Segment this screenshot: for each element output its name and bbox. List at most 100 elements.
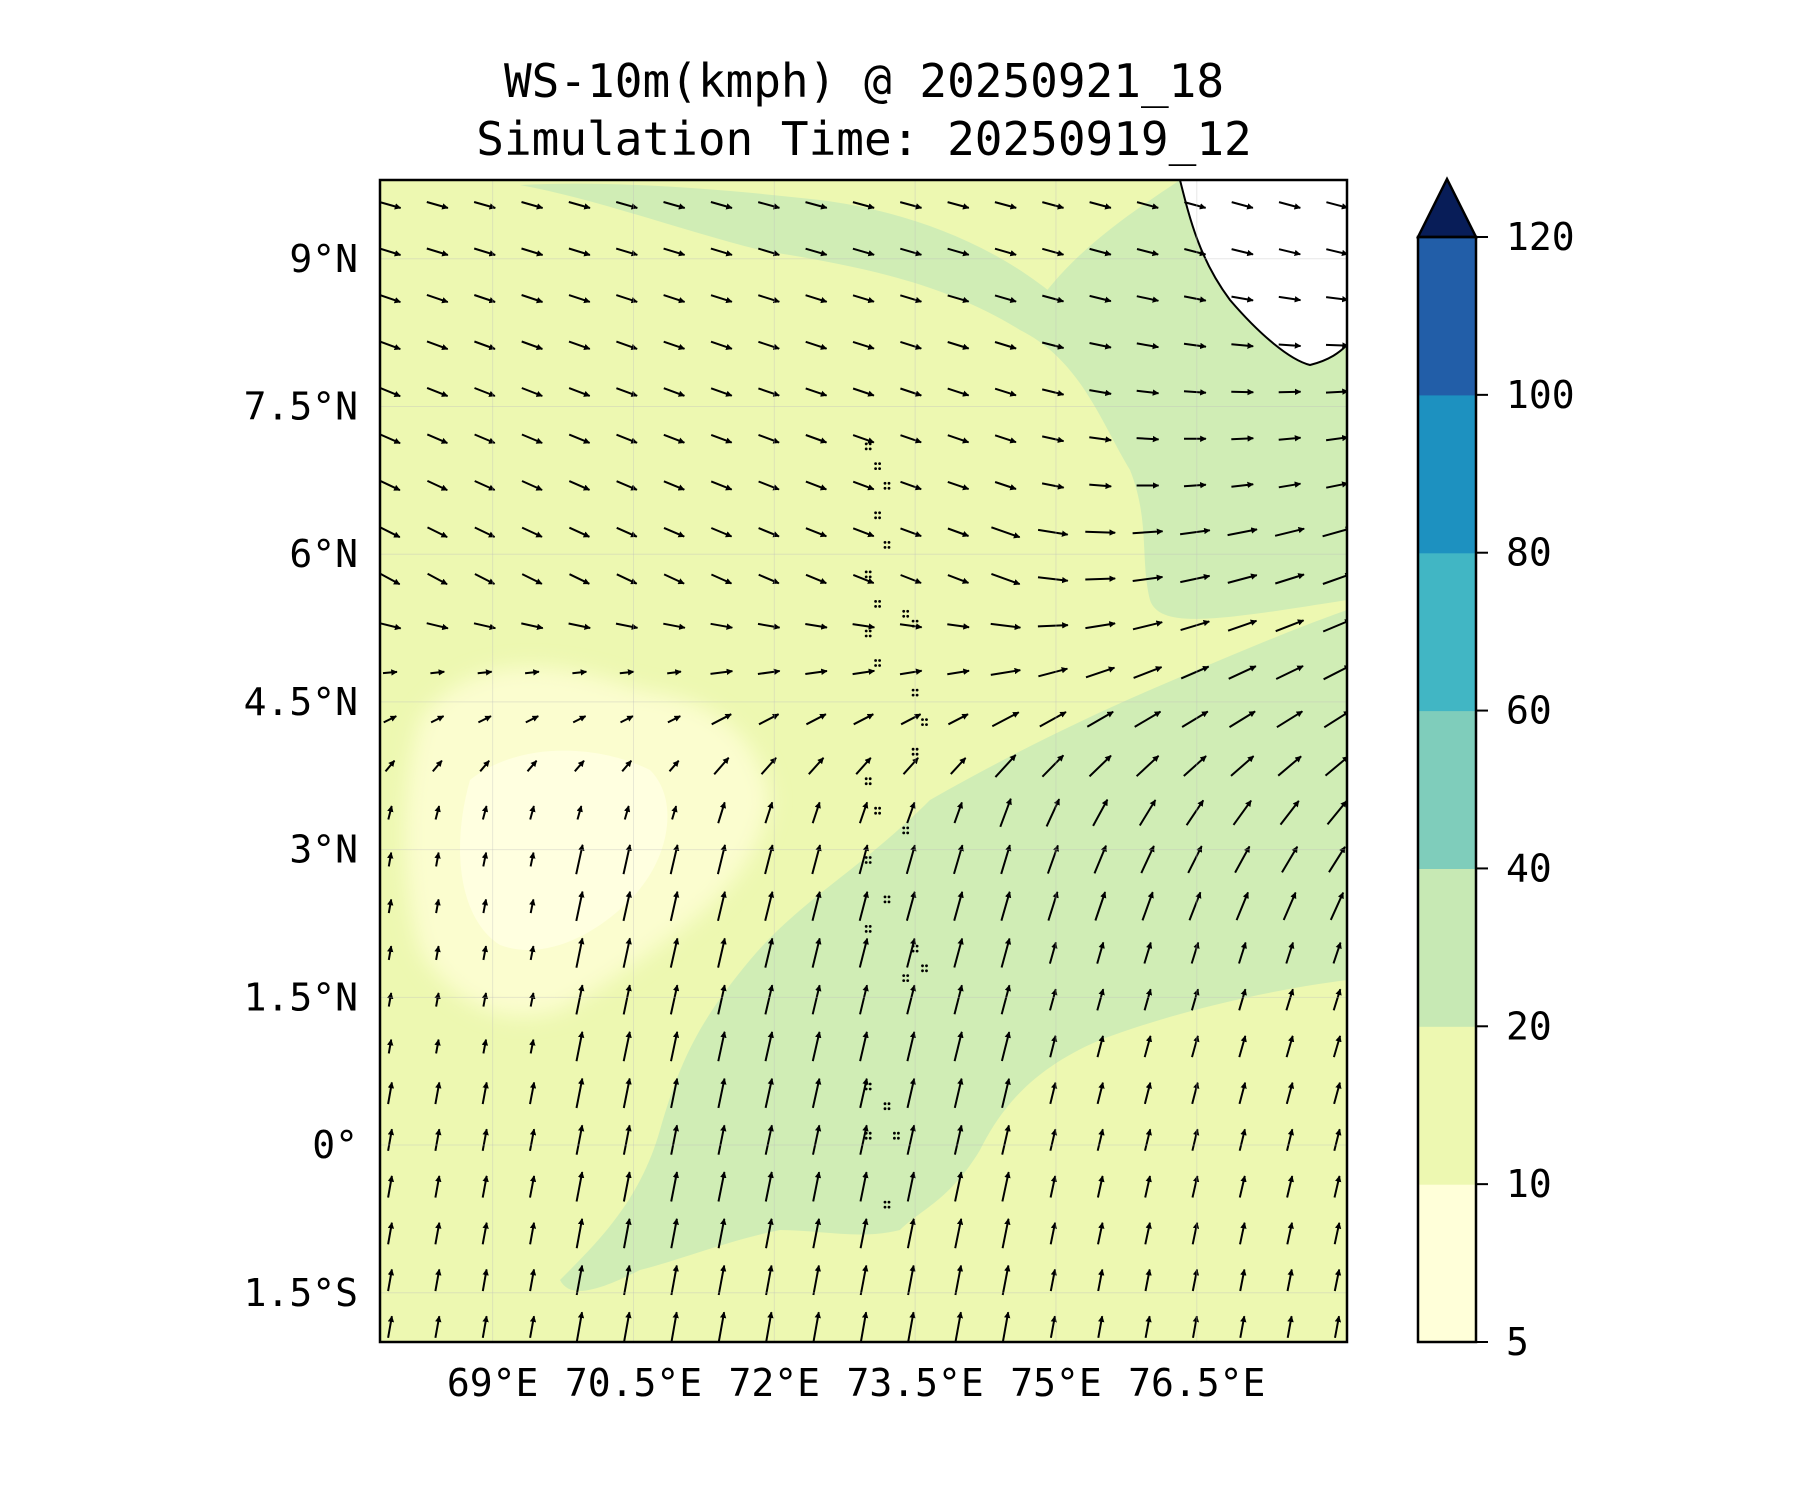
- atoll-dot: [911, 688, 915, 692]
- atoll-dot: [864, 861, 868, 864]
- atoll-dot: [883, 900, 887, 904]
- wind-arrow: [1094, 891, 1107, 921]
- wind-arrow: [670, 1077, 680, 1109]
- wind-arrow: [905, 844, 917, 875]
- wind-arrow: [717, 1264, 727, 1296]
- wind-arrow: [575, 1171, 585, 1202]
- colorbar-segment: [1418, 1026, 1476, 1185]
- wind-arrow: [852, 668, 876, 676]
- wind-arrow: [387, 1222, 395, 1245]
- wind-arrow: [663, 340, 686, 350]
- atoll-dot: [868, 1136, 872, 1140]
- atoll-dot: [883, 486, 887, 490]
- atoll-dot: [868, 1082, 872, 1086]
- wind-arrow: [1238, 1035, 1247, 1058]
- atoll-dot: [921, 718, 924, 721]
- wind-arrow: [434, 851, 441, 867]
- atoll-dot: [925, 969, 928, 973]
- wind-arrow: [434, 898, 441, 914]
- wind-arrow: [902, 757, 919, 775]
- wind-arrow: [859, 1171, 869, 1202]
- wind-arrow: [1333, 1268, 1342, 1292]
- wind-arrow: [623, 805, 631, 820]
- wind-arrow: [1286, 1175, 1294, 1198]
- atoll-dot: [874, 511, 877, 515]
- wind-arrow: [1089, 342, 1112, 350]
- wind-arrow: [852, 201, 875, 210]
- wind-arrow: [1085, 621, 1116, 630]
- wind-arrow: [1191, 1035, 1200, 1058]
- atoll-dot: [925, 723, 928, 726]
- atoll-dot: [915, 949, 919, 953]
- wind-arrow: [477, 715, 492, 724]
- wind-arrow: [1132, 574, 1164, 582]
- wind-arrow: [1097, 1315, 1105, 1338]
- wind-arrow: [853, 713, 874, 726]
- colorbar-segment: [1418, 394, 1476, 554]
- wind-arrow: [906, 937, 917, 968]
- wind-arrow: [1285, 1081, 1295, 1105]
- wind-arrow: [426, 293, 449, 304]
- wind-arrow: [434, 1222, 442, 1245]
- atoll-dot: [874, 806, 877, 810]
- wind-arrow: [619, 669, 635, 676]
- atoll-dot: [911, 752, 915, 756]
- wind-arrow: [473, 622, 497, 631]
- wind-arrow: [764, 937, 775, 968]
- wind-arrow: [474, 340, 496, 351]
- wind-arrow: [994, 341, 1017, 350]
- wind-arrow: [994, 434, 1017, 444]
- atoll-dot: [878, 806, 881, 810]
- atoll-dot: [868, 782, 872, 786]
- wind-arrow: [710, 294, 733, 304]
- wind-arrow: [1089, 482, 1112, 490]
- wind-arrow: [1274, 526, 1305, 537]
- wind-arrow: [525, 715, 539, 724]
- wind-arrow: [1238, 988, 1247, 1011]
- x-tick-label: 72°E: [729, 1361, 821, 1405]
- wind-arrow: [710, 527, 733, 538]
- wind-arrow: [430, 669, 445, 676]
- atoll-dot: [868, 570, 872, 574]
- wind-arrow: [434, 1038, 441, 1054]
- wind-arrow: [1046, 844, 1059, 874]
- atoll-dot: [925, 964, 928, 968]
- wind-arrow: [521, 433, 543, 444]
- wind-arrow: [1231, 295, 1254, 303]
- wind-arrow: [811, 984, 822, 1015]
- wind-arrow: [576, 805, 583, 820]
- atoll-dot: [915, 619, 919, 623]
- atoll-dot: [883, 1107, 887, 1111]
- wind-arrow: [999, 798, 1012, 828]
- wind-arrow: [1088, 754, 1112, 778]
- wind-arrow: [1049, 1128, 1058, 1151]
- atoll-dot: [906, 979, 910, 982]
- wind-arrow: [947, 574, 970, 584]
- wind-arrow: [568, 340, 591, 351]
- wind-arrow: [1047, 891, 1059, 921]
- wind-arrow: [663, 433, 685, 444]
- wind-arrow: [765, 1264, 774, 1296]
- wind-arrow: [812, 1171, 822, 1202]
- atoll-dot: [883, 481, 887, 485]
- wind-arrow: [764, 1124, 774, 1155]
- wind-arrow: [758, 340, 780, 350]
- atoll-dot: [902, 609, 906, 613]
- wind-arrow: [615, 622, 639, 630]
- wind-arrow: [620, 715, 634, 724]
- wind-arrow: [947, 713, 969, 726]
- atoll-dot: [915, 752, 919, 756]
- wind-arrow: [900, 340, 922, 350]
- wind-arrow: [1279, 800, 1300, 826]
- wind-arrow: [758, 247, 780, 257]
- wind-arrow: [1325, 434, 1347, 442]
- atoll-dot: [868, 634, 872, 638]
- wind-arrow: [900, 387, 922, 397]
- wind-arrow: [474, 480, 496, 491]
- atoll-dot: [874, 462, 877, 465]
- atoll-dot: [864, 447, 868, 451]
- wind-arrow: [1191, 1268, 1200, 1292]
- wind-arrow: [805, 527, 827, 538]
- wind-arrow: [521, 340, 544, 351]
- wind-arrow: [426, 340, 449, 351]
